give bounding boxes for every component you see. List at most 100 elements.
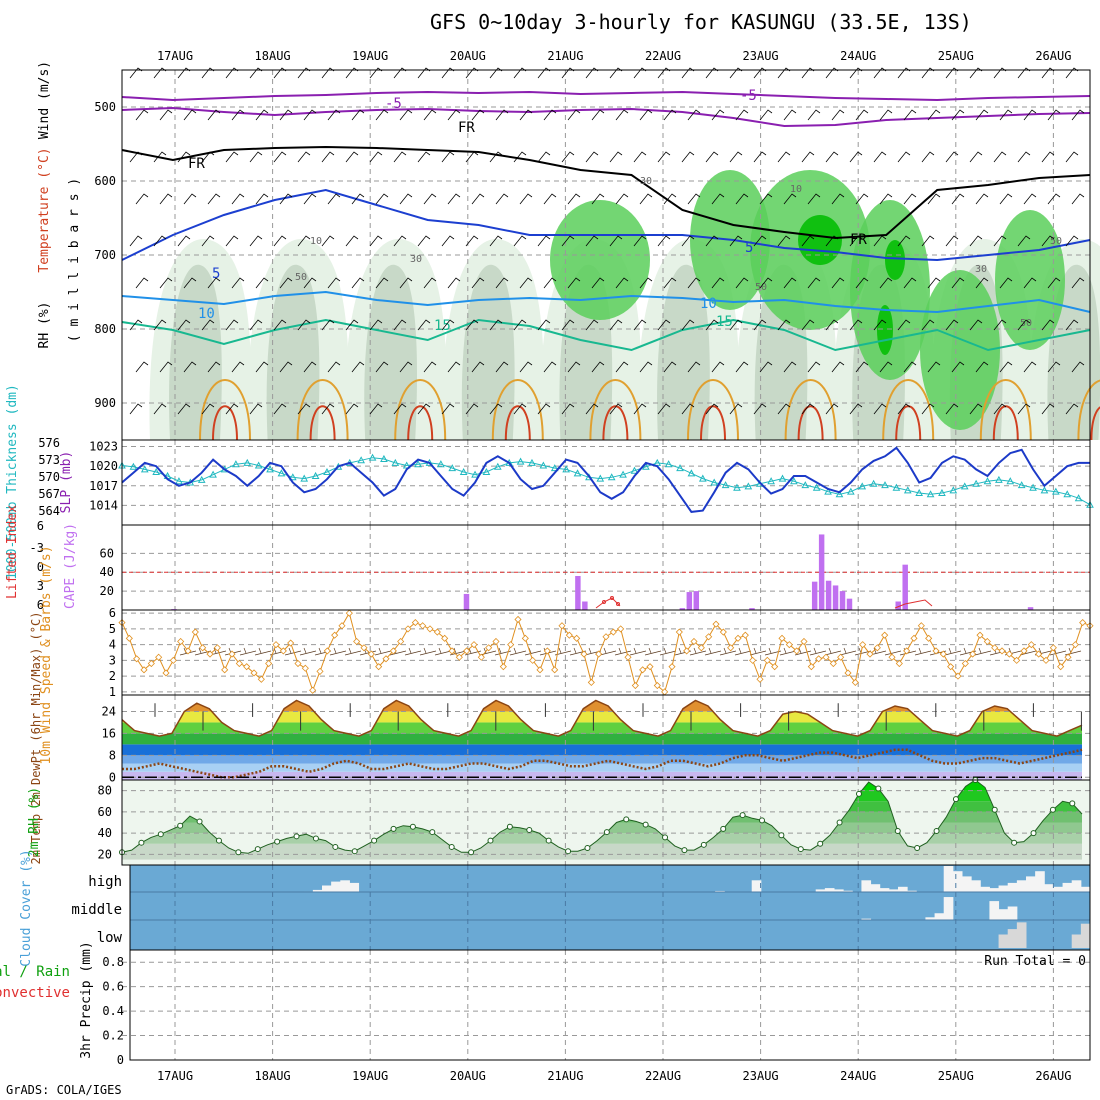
rh-point (293, 833, 300, 840)
wind-speed-point (1064, 653, 1072, 661)
wind-barb (284, 647, 302, 656)
wind-barb (687, 277, 701, 289)
thickness-point (254, 461, 263, 469)
wind-barb (519, 361, 533, 373)
wind-barb (1071, 361, 1085, 373)
thickness-point (664, 460, 673, 468)
wind-barb (951, 361, 965, 373)
y-tick-label-left: -3 (30, 541, 44, 555)
wind-barb (927, 109, 941, 121)
wind-barb (759, 361, 773, 373)
wind-speed-point (162, 669, 170, 677)
cloud-bar (1007, 882, 1018, 892)
wind-barb (321, 319, 335, 331)
wind-barb (159, 109, 173, 121)
wind-barb (423, 193, 437, 205)
cloud-bar (1035, 871, 1045, 892)
wind-speed-point (323, 647, 331, 655)
wind-barb (999, 361, 1013, 373)
wind-speed-point (543, 647, 551, 655)
rh-point (526, 826, 533, 833)
wind-barb (873, 319, 887, 331)
wind-speed-point (221, 666, 229, 674)
isotherm-line (687, 379, 739, 441)
wind-barb (1047, 361, 1061, 373)
wind-barb (831, 277, 845, 289)
thickness-point (1017, 481, 1026, 489)
thickness-point (824, 487, 832, 495)
x-axis: 17AUG 17AUG 18AUG 18AUG 19AUG 19AUG 20AUG 20AUG… (157, 49, 1072, 1083)
wind-speed-point (859, 641, 867, 649)
wind-barb (681, 151, 695, 163)
wind-barb (543, 361, 557, 373)
wind-speed-point (463, 647, 471, 655)
wind-barb (779, 647, 797, 656)
thickness-point (892, 483, 901, 491)
wind-barb (644, 647, 662, 656)
cloud-bar (1071, 880, 1082, 892)
y-tick-label: 0.6 (102, 980, 124, 994)
wind-barb (351, 109, 365, 121)
thickness-point (903, 486, 912, 494)
wind-barb (705, 403, 719, 415)
panel-background (130, 865, 1090, 950)
isotherm-line (589, 379, 642, 441)
wind-speed-point (272, 641, 280, 649)
wind-barb (783, 277, 797, 289)
x-tick-label-top: 19AUG (352, 49, 388, 63)
cloud-bar (312, 889, 323, 892)
wind-speed-point (1027, 641, 1035, 649)
wind-barb (509, 647, 527, 656)
wind-barb (855, 361, 869, 373)
wind-barb (393, 403, 407, 415)
contour-label: 50 (1020, 318, 1032, 329)
wind-speed-point (925, 634, 933, 642)
cloud-bar (943, 866, 954, 892)
rh-point (720, 825, 727, 832)
wind-barb (729, 403, 743, 415)
wind-barb (441, 403, 455, 415)
y-tick-label: 40 (98, 826, 112, 840)
wind-barb (921, 235, 935, 247)
wind-barb (489, 151, 503, 163)
thickness-point (596, 474, 605, 482)
wind-barb (585, 235, 599, 247)
wind-barb (999, 277, 1013, 289)
wind-barb (585, 403, 599, 415)
wind-barb (734, 647, 752, 656)
thickness-point (744, 482, 753, 490)
rh-point (584, 845, 591, 851)
panel-frame (121, 439, 1091, 526)
cloud-bar (971, 880, 981, 892)
wind-barb (719, 647, 737, 656)
rh-shade-green (920, 270, 1000, 430)
wind-barb (495, 193, 509, 205)
wind-barb (873, 235, 887, 247)
wind-speed-point (712, 620, 720, 628)
wind-speed-point (653, 681, 661, 690)
legend-convective: Convective (0, 985, 70, 1001)
wind-barb (249, 319, 263, 331)
wind-barb (927, 193, 941, 205)
wind-barb (831, 361, 845, 373)
wind-barb (423, 109, 437, 121)
isotherm-line (121, 90, 1091, 102)
rh-point (623, 816, 630, 823)
wind-barb (753, 235, 767, 247)
wind-barb (735, 193, 749, 205)
isotherm-line (121, 318, 1091, 352)
wind-barb (824, 647, 842, 656)
slp-line (121, 446, 1090, 513)
wind-barb (561, 319, 575, 331)
wind-speed-point (184, 647, 192, 655)
wind-barb (921, 403, 935, 415)
wind-barb (417, 319, 431, 331)
temp-line (121, 699, 1083, 737)
wind-barb (1047, 277, 1061, 289)
rh-shade-green (550, 200, 650, 320)
wind-barb (135, 109, 149, 121)
wind-speed-point (1071, 641, 1079, 649)
wind-barb (159, 277, 173, 289)
wind-speed-point (169, 656, 177, 664)
wind-barb (1041, 151, 1055, 163)
